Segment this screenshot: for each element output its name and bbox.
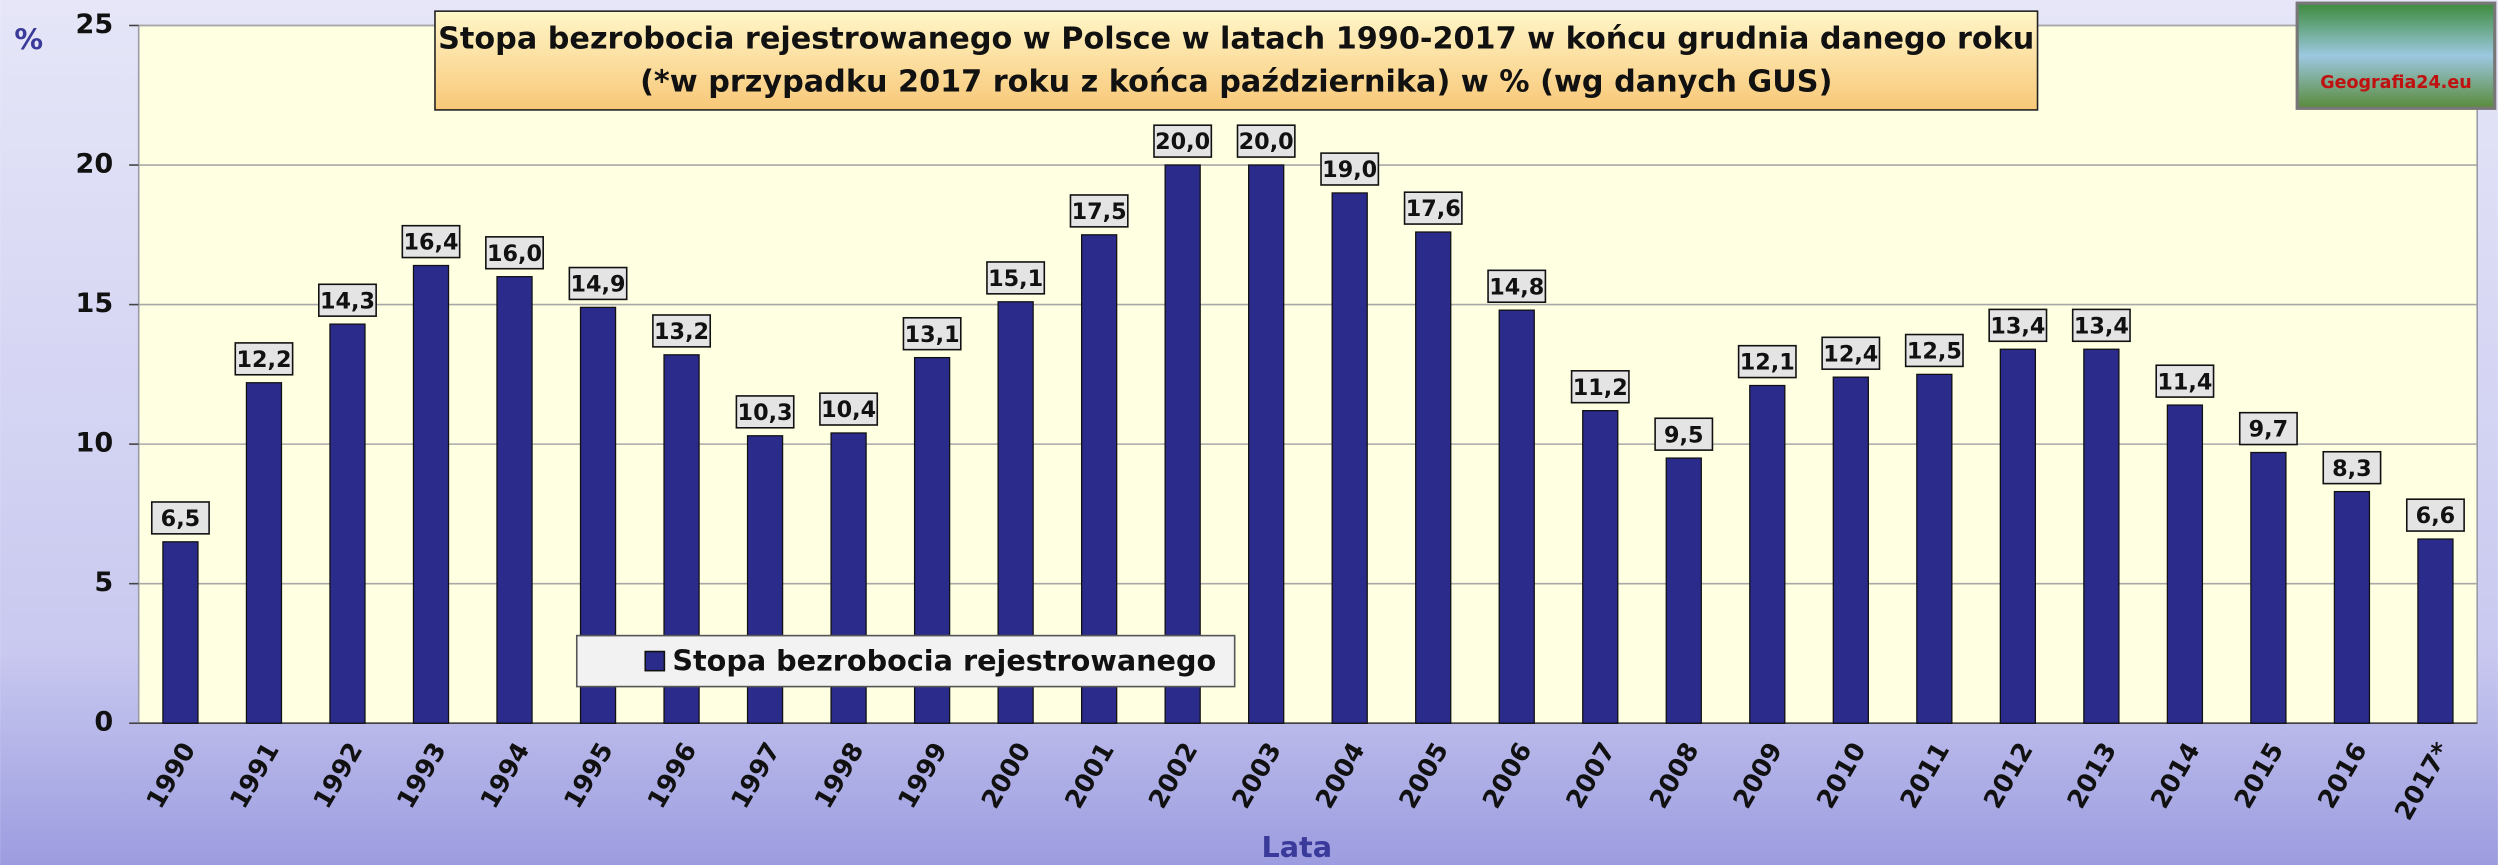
chart: % Lata 051015202519901991199219931994199… [0,0,2498,865]
y-tick-label: 10 [76,428,114,459]
bar [413,266,448,724]
value-label: 12,1 [1740,350,1795,376]
value-label: 13,4 [2074,313,2129,339]
bar [246,383,281,723]
value-label: 13,2 [654,319,709,345]
x-axis-label: Lata [1261,830,1332,864]
value-label: 12,2 [236,347,291,373]
value-label: 20,0 [1239,129,1294,155]
bar [1666,458,1701,723]
value-label: 11,4 [2157,369,2212,395]
y-tick-label: 25 [76,9,114,40]
value-label: 15,1 [988,266,1043,292]
chart-title: Stopa bezrobocia rejestrowanego w Polsce… [438,21,2034,56]
value-label: 14,8 [1489,274,1544,300]
value-label: 11,2 [1573,375,1628,401]
logo-text[interactable]: Geografia24.eu [2320,73,2471,93]
bar [1499,310,1534,723]
page: % Lata 051015202519901991199219931994199… [0,0,2498,865]
value-label: 14,9 [571,272,626,298]
bar [1917,374,1952,723]
value-label: 16,4 [403,230,458,256]
bar [1833,377,1868,723]
bar [497,277,532,724]
value-label: 10,3 [738,400,793,426]
value-label: 6,6 [2416,503,2456,529]
plot-area [139,25,2478,723]
legend-swatch [645,652,664,671]
value-label: 6,5 [161,506,201,532]
bar [1583,411,1618,724]
bar [1416,232,1451,723]
bar [163,542,198,723]
legend-label: Stopa bezrobocia rejestrowanego [672,644,1216,678]
value-label: 12,4 [1823,341,1878,367]
bar [2084,349,2119,723]
bar [2000,349,2035,723]
y-tick-label: 0 [94,707,113,738]
value-label: 13,1 [905,322,960,348]
value-label: 13,4 [1990,313,2045,339]
y-tick-label: 15 [76,288,114,319]
value-label: 9,7 [2249,417,2289,443]
value-label: 16,0 [487,241,542,267]
value-label: 19,0 [1322,157,1377,183]
y-tick-label: 5 [94,567,113,598]
chart-subtitle: (*w przypadku 2017 roku z końca paździer… [640,64,1832,99]
bar [1249,165,1284,723]
bar [2167,405,2202,723]
value-label: 14,3 [320,288,375,314]
bar [2251,453,2286,724]
value-label: 12,5 [1907,339,1962,365]
value-label: 8,3 [2332,456,2372,482]
bar [1750,386,1785,724]
value-label: 17,6 [1406,196,1461,222]
value-label: 10,4 [821,397,876,423]
bar [330,324,365,723]
bar [2418,539,2453,723]
bar [2334,492,2369,724]
value-label: 17,5 [1072,199,1127,225]
bar [1332,193,1367,723]
value-label: 20,0 [1155,129,1210,155]
y-axis-label: % [14,22,43,56]
y-tick-label: 20 [76,149,114,180]
value-label: 9,5 [1664,422,1704,448]
